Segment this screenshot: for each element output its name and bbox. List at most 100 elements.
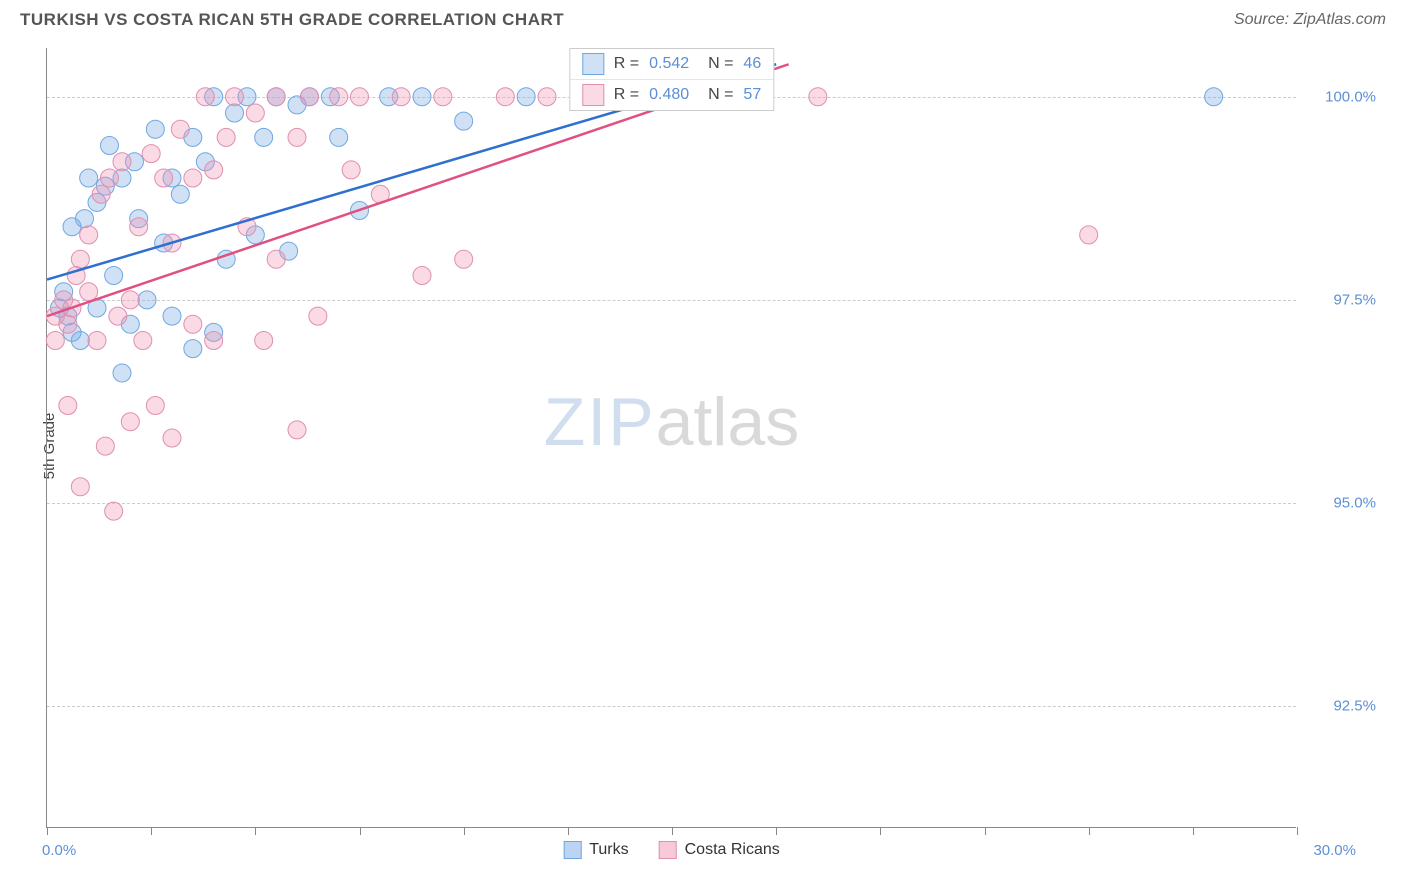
scatter-point — [76, 210, 94, 228]
scatter-point — [267, 88, 285, 106]
y-tick-label: 100.0% — [1325, 88, 1376, 105]
scatter-point — [184, 315, 202, 333]
y-tick-label: 95.0% — [1333, 495, 1376, 512]
scatter-point — [1205, 88, 1223, 106]
scatter-point — [351, 88, 369, 106]
scatter-point — [146, 397, 164, 415]
scatter-point — [121, 413, 139, 431]
scatter-point — [184, 340, 202, 358]
scatter-point — [309, 307, 327, 325]
scatter-point — [517, 88, 535, 106]
scatter-point — [455, 112, 473, 130]
scatter-point — [413, 267, 431, 285]
scatter-point — [392, 88, 410, 106]
legend-row: R = 0.480 N = 57 — [570, 79, 773, 110]
chart-header: TURKISH VS COSTA RICAN 5TH GRADE CORRELA… — [0, 0, 1406, 35]
x-tick — [672, 827, 673, 835]
scatter-point — [59, 397, 77, 415]
series-legend-item: Turks — [563, 841, 628, 859]
scatter-point — [288, 128, 306, 146]
x-tick — [1193, 827, 1194, 835]
scatter-point — [101, 169, 119, 187]
y-tick-label: 97.5% — [1333, 291, 1376, 308]
legend-row: R = 0.542 N = 46 — [570, 49, 773, 79]
x-tick — [880, 827, 881, 835]
x-tick-label: 30.0% — [1313, 842, 1356, 859]
scatter-point — [142, 145, 160, 163]
scatter-point — [171, 120, 189, 138]
legend-swatch — [582, 84, 604, 106]
x-tick — [464, 827, 465, 835]
legend-r-label: R = — [614, 86, 639, 104]
x-tick — [1089, 827, 1090, 835]
x-tick — [360, 827, 361, 835]
x-tick — [47, 827, 48, 835]
x-tick-label: 0.0% — [42, 842, 76, 859]
scatter-point — [130, 218, 148, 236]
series-legend: Turks Costa Ricans — [563, 841, 780, 859]
scatter-point — [163, 429, 181, 447]
scatter-point — [71, 250, 89, 268]
scatter-point — [413, 88, 431, 106]
legend-n-value: 57 — [743, 86, 761, 104]
scatter-point — [455, 250, 473, 268]
scatter-point — [342, 161, 360, 179]
scatter-point — [105, 502, 123, 520]
legend-n-value: 46 — [743, 55, 761, 73]
scatter-point — [184, 169, 202, 187]
series-legend-item: Costa Ricans — [659, 841, 780, 859]
x-tick — [568, 827, 569, 835]
x-tick — [151, 827, 152, 835]
scatter-point — [138, 291, 156, 309]
correlation-legend: R = 0.542 N = 46R = 0.480 N = 57 — [569, 48, 774, 111]
scatter-point — [809, 88, 827, 106]
scatter-point — [288, 421, 306, 439]
legend-swatch — [582, 53, 604, 75]
scatter-point — [330, 88, 348, 106]
scatter-point — [146, 120, 164, 138]
scatter-point — [538, 88, 556, 106]
scatter-point — [92, 185, 110, 203]
scatter-point — [1080, 226, 1098, 244]
scatter-point — [226, 104, 244, 122]
scatter-point — [113, 153, 131, 171]
scatter-point — [109, 307, 127, 325]
scatter-point — [46, 332, 64, 350]
scatter-svg — [47, 48, 1296, 827]
y-tick-label: 92.5% — [1333, 698, 1376, 715]
scatter-point — [88, 332, 106, 350]
legend-swatch — [659, 841, 677, 859]
scatter-point — [217, 128, 235, 146]
legend-label: Turks — [589, 841, 628, 859]
scatter-point — [246, 104, 264, 122]
scatter-point — [71, 332, 89, 350]
scatter-point — [226, 88, 244, 106]
x-tick — [776, 827, 777, 835]
scatter-point — [301, 88, 319, 106]
scatter-point — [155, 169, 173, 187]
legend-n-label: N = — [699, 86, 733, 104]
scatter-point — [80, 226, 98, 244]
scatter-point — [205, 332, 223, 350]
scatter-point — [434, 88, 452, 106]
scatter-point — [113, 364, 131, 382]
scatter-point — [59, 315, 77, 333]
scatter-point — [121, 291, 139, 309]
scatter-point — [205, 161, 223, 179]
scatter-point — [330, 128, 348, 146]
legend-n-label: N = — [699, 55, 733, 73]
source-prefix: Source: — [1234, 11, 1294, 28]
legend-r-value: 0.480 — [649, 86, 689, 104]
legend-r-label: R = — [614, 55, 639, 73]
scatter-point — [105, 267, 123, 285]
scatter-point — [255, 128, 273, 146]
chart-source: Source: ZipAtlas.com — [1234, 11, 1386, 29]
scatter-point — [71, 478, 89, 496]
x-tick — [255, 827, 256, 835]
scatter-point — [267, 250, 285, 268]
source-name: ZipAtlas.com — [1294, 11, 1386, 28]
scatter-point — [134, 332, 152, 350]
legend-label: Costa Ricans — [685, 841, 780, 859]
scatter-point — [96, 437, 114, 455]
scatter-point — [496, 88, 514, 106]
